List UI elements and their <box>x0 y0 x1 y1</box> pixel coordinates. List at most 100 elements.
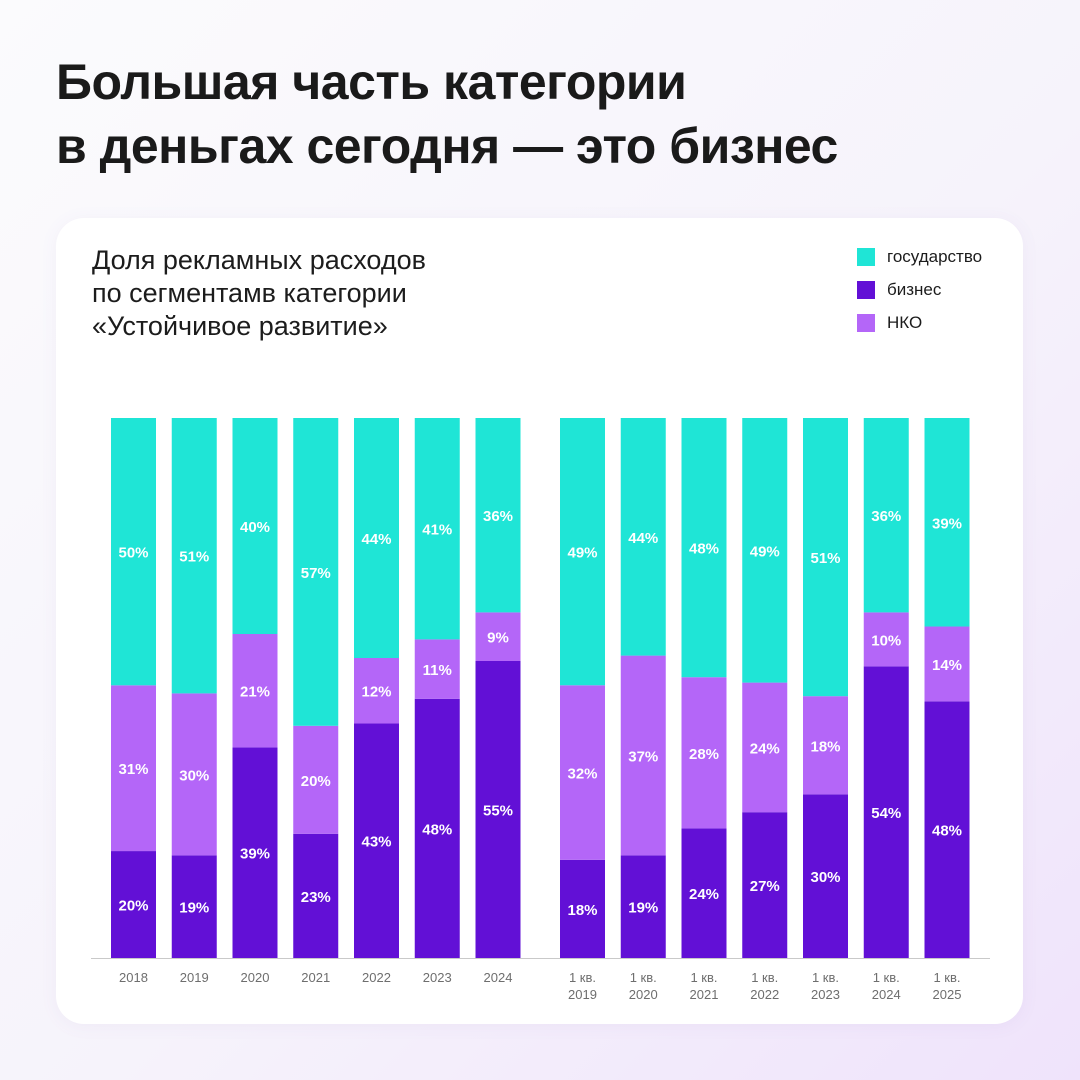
chart-title-line-3: «Устойчивое развитие» <box>92 311 388 341</box>
bar-segment <box>414 418 460 640</box>
bar-segment <box>620 655 666 856</box>
page-title-line-2: в деньгах сегодня — это бизнес <box>56 118 838 174</box>
data-label: 44% <box>628 530 658 547</box>
bar-segment <box>111 418 156 686</box>
legend-label-gosudarstvo: государство <box>887 246 983 266</box>
legend-label-biznes: бизнес <box>887 279 942 299</box>
bar-segment <box>111 685 156 852</box>
bar-segment <box>414 639 460 699</box>
x-tick-label: 2022 <box>362 970 391 985</box>
bar-segment <box>232 418 278 634</box>
bar-segment <box>560 418 605 686</box>
data-label: 49% <box>750 543 780 560</box>
data-label: 36% <box>871 508 901 525</box>
chart-legend: государство бизнес НКО <box>857 240 982 339</box>
bar-segment <box>620 855 666 958</box>
x-tick-label: 2019 <box>180 970 209 985</box>
chart-card <box>56 218 1023 1024</box>
data-label: 48% <box>932 823 962 840</box>
data-label: 50% <box>118 545 148 562</box>
data-label: 43% <box>361 834 391 851</box>
data-label: 48% <box>689 541 719 558</box>
data-label: 32% <box>567 766 597 783</box>
data-label: 18% <box>810 738 840 755</box>
bar-segment <box>111 851 156 958</box>
bar-segment <box>681 828 727 958</box>
bar-segment <box>475 418 521 613</box>
data-label: 10% <box>871 632 901 649</box>
legend-item-nko: НКО <box>857 306 982 339</box>
bar-segment <box>414 698 460 958</box>
data-label: 30% <box>179 767 209 784</box>
x-tick-label: 1 кв. <box>812 970 839 985</box>
data-label: 44% <box>361 531 391 548</box>
bar-segment <box>354 418 399 658</box>
data-label: 28% <box>689 746 719 763</box>
x-tick-label: 1 кв. <box>933 970 960 985</box>
data-label: 55% <box>483 803 513 820</box>
bar-segment <box>863 418 909 613</box>
data-label: 18% <box>567 902 597 919</box>
bar-segment <box>560 859 605 958</box>
data-label: 49% <box>567 545 597 562</box>
data-label: 51% <box>179 549 209 566</box>
data-label: 19% <box>179 900 209 917</box>
bar-segment <box>681 677 727 829</box>
x-tick-label: 2024 <box>484 970 513 985</box>
data-label: 23% <box>301 889 331 906</box>
bar-segment <box>742 418 788 683</box>
legend-label-nko: НКО <box>887 312 923 332</box>
data-label: 37% <box>628 749 658 766</box>
legend-swatch-gosudarstvo <box>857 247 875 266</box>
data-label: 39% <box>240 846 270 863</box>
data-label: 31% <box>118 761 148 778</box>
page-title-line-1: Большая часть категории <box>56 54 687 110</box>
x-tick-label: 2018 <box>119 970 148 985</box>
bar-segment <box>293 833 339 958</box>
bar-segment <box>232 634 278 748</box>
data-label: 12% <box>361 684 391 701</box>
bar-segment <box>171 418 217 694</box>
data-label: 9% <box>487 630 509 647</box>
bar-segment <box>681 418 727 678</box>
x-tick-label: 2023 <box>811 987 840 1002</box>
legend-swatch-nko <box>857 313 875 332</box>
bar-segment <box>354 658 399 724</box>
x-tick-label: 2023 <box>423 970 452 985</box>
data-label: 14% <box>932 657 962 674</box>
data-label: 30% <box>810 869 840 886</box>
bar-segment <box>475 612 521 661</box>
bar-segment <box>475 661 521 958</box>
data-label: 21% <box>240 684 270 701</box>
page-title: Большая часть категории в деньгах сегодн… <box>56 50 838 178</box>
bar-segment <box>293 725 339 834</box>
x-tick-label: 2024 <box>872 987 901 1002</box>
data-label: 41% <box>422 522 452 539</box>
bar-segment <box>803 418 848 697</box>
x-tick-label: 2021 <box>301 970 330 985</box>
bar-segment <box>171 693 217 856</box>
legend-swatch-biznes <box>857 280 875 299</box>
x-tick-label: 2021 <box>690 987 719 1002</box>
x-tick-label: 2022 <box>750 987 779 1002</box>
data-label: 24% <box>689 886 719 903</box>
data-label: 51% <box>810 550 840 567</box>
data-label: 19% <box>628 900 658 917</box>
bar-segment <box>924 626 970 702</box>
bar-segment <box>742 682 788 813</box>
x-tick-label: 1 кв. <box>569 970 596 985</box>
x-tick-label: 2025 <box>933 987 962 1002</box>
x-tick-label: 1 кв. <box>630 970 657 985</box>
data-label: 39% <box>932 515 962 532</box>
bar-segment <box>354 723 399 958</box>
bar-segment <box>863 666 909 958</box>
bar-segment <box>742 812 788 958</box>
bar-segment <box>924 701 970 958</box>
data-label: 20% <box>118 898 148 915</box>
bar-segment <box>293 418 339 726</box>
bar-segment <box>803 696 848 795</box>
x-tick-label: 2019 <box>568 987 597 1002</box>
legend-item-gosudarstvo: государство <box>857 240 982 273</box>
bar-segment <box>803 794 848 958</box>
